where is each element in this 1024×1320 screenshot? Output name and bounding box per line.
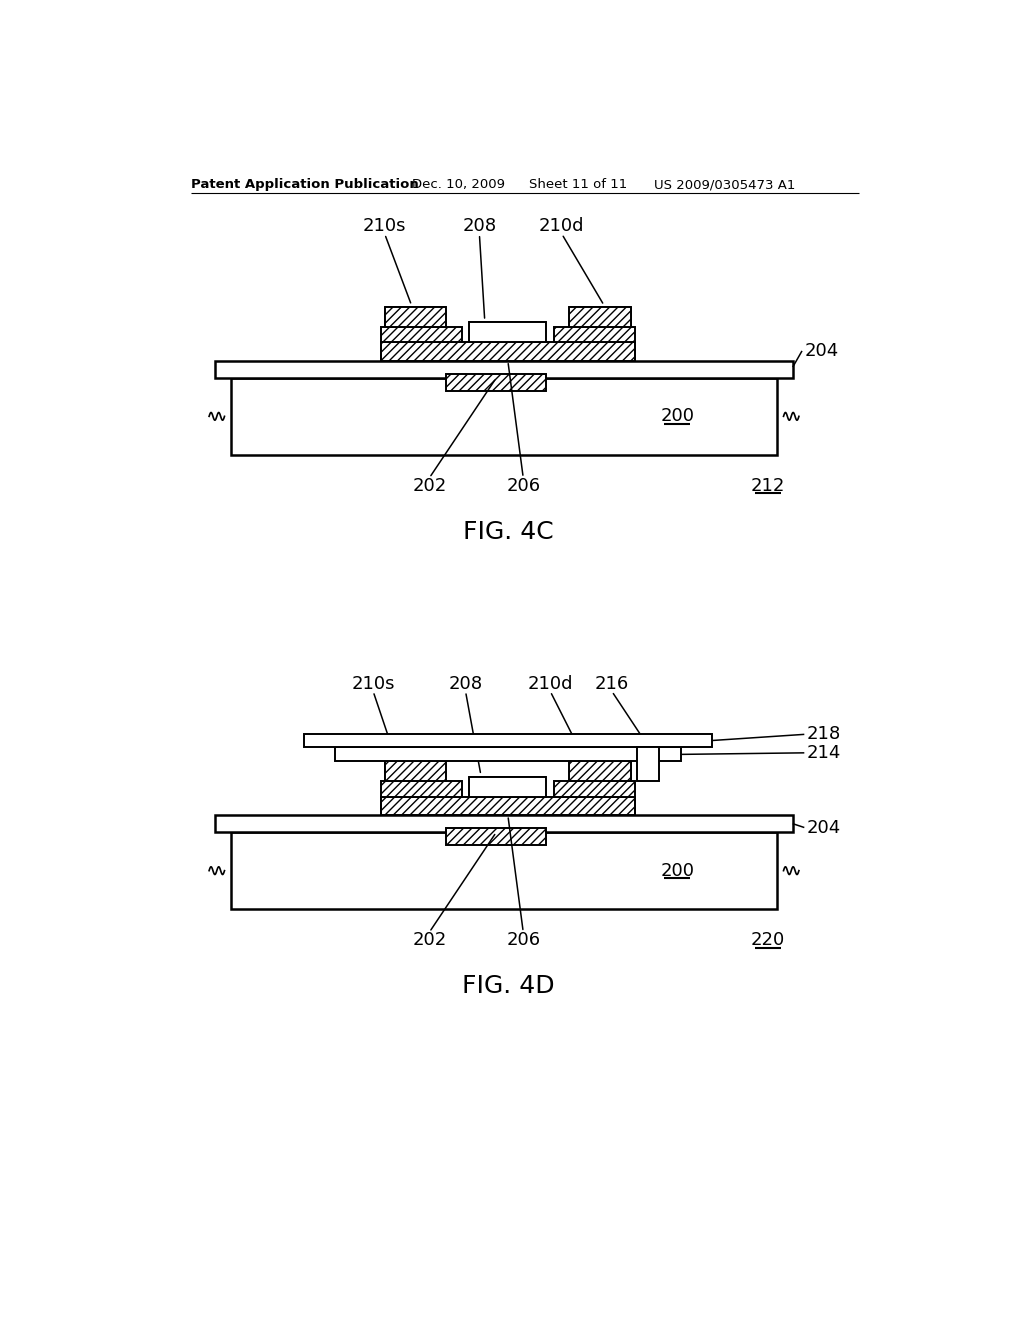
Text: 204: 204: [807, 818, 841, 837]
Bar: [554, 781, 635, 797]
Bar: [637, 747, 658, 781]
Bar: [469, 776, 547, 797]
Bar: [381, 327, 462, 342]
Text: 220: 220: [751, 931, 785, 949]
Bar: [215, 360, 793, 378]
Bar: [446, 374, 547, 391]
Text: 208: 208: [449, 675, 482, 693]
Text: 206: 206: [506, 477, 541, 495]
Bar: [381, 342, 635, 360]
Bar: [446, 829, 547, 845]
Text: 208: 208: [462, 218, 497, 235]
Bar: [385, 762, 446, 781]
Text: FIG. 4D: FIG. 4D: [462, 974, 554, 998]
Text: 200: 200: [660, 862, 694, 879]
Bar: [385, 308, 446, 327]
Text: Sheet 11 of 11: Sheet 11 of 11: [529, 178, 628, 191]
Bar: [569, 762, 631, 781]
Text: 210d: 210d: [527, 675, 573, 693]
Text: 202: 202: [413, 931, 446, 949]
Bar: [215, 816, 793, 832]
Text: FIG. 4C: FIG. 4C: [463, 520, 553, 544]
Bar: [304, 734, 712, 747]
Text: 200: 200: [660, 408, 694, 425]
Bar: [381, 797, 635, 816]
Bar: [469, 322, 547, 342]
Text: 212: 212: [751, 477, 785, 495]
Bar: [569, 308, 631, 327]
Text: 210d: 210d: [539, 218, 585, 235]
Bar: [230, 832, 777, 909]
Text: 216: 216: [595, 675, 629, 693]
Bar: [381, 781, 462, 797]
Text: 218: 218: [807, 726, 841, 743]
Text: Dec. 10, 2009: Dec. 10, 2009: [412, 178, 505, 191]
Bar: [230, 378, 777, 455]
Text: 210s: 210s: [362, 218, 407, 235]
Bar: [554, 327, 635, 342]
Text: 214: 214: [807, 744, 841, 762]
Text: US 2009/0305473 A1: US 2009/0305473 A1: [654, 178, 796, 191]
Text: 206: 206: [506, 931, 541, 949]
Text: 202: 202: [413, 477, 446, 495]
Text: 210s: 210s: [351, 675, 395, 693]
Text: Patent Application Publication: Patent Application Publication: [190, 178, 419, 191]
Bar: [335, 747, 681, 762]
Text: 204: 204: [804, 342, 839, 360]
